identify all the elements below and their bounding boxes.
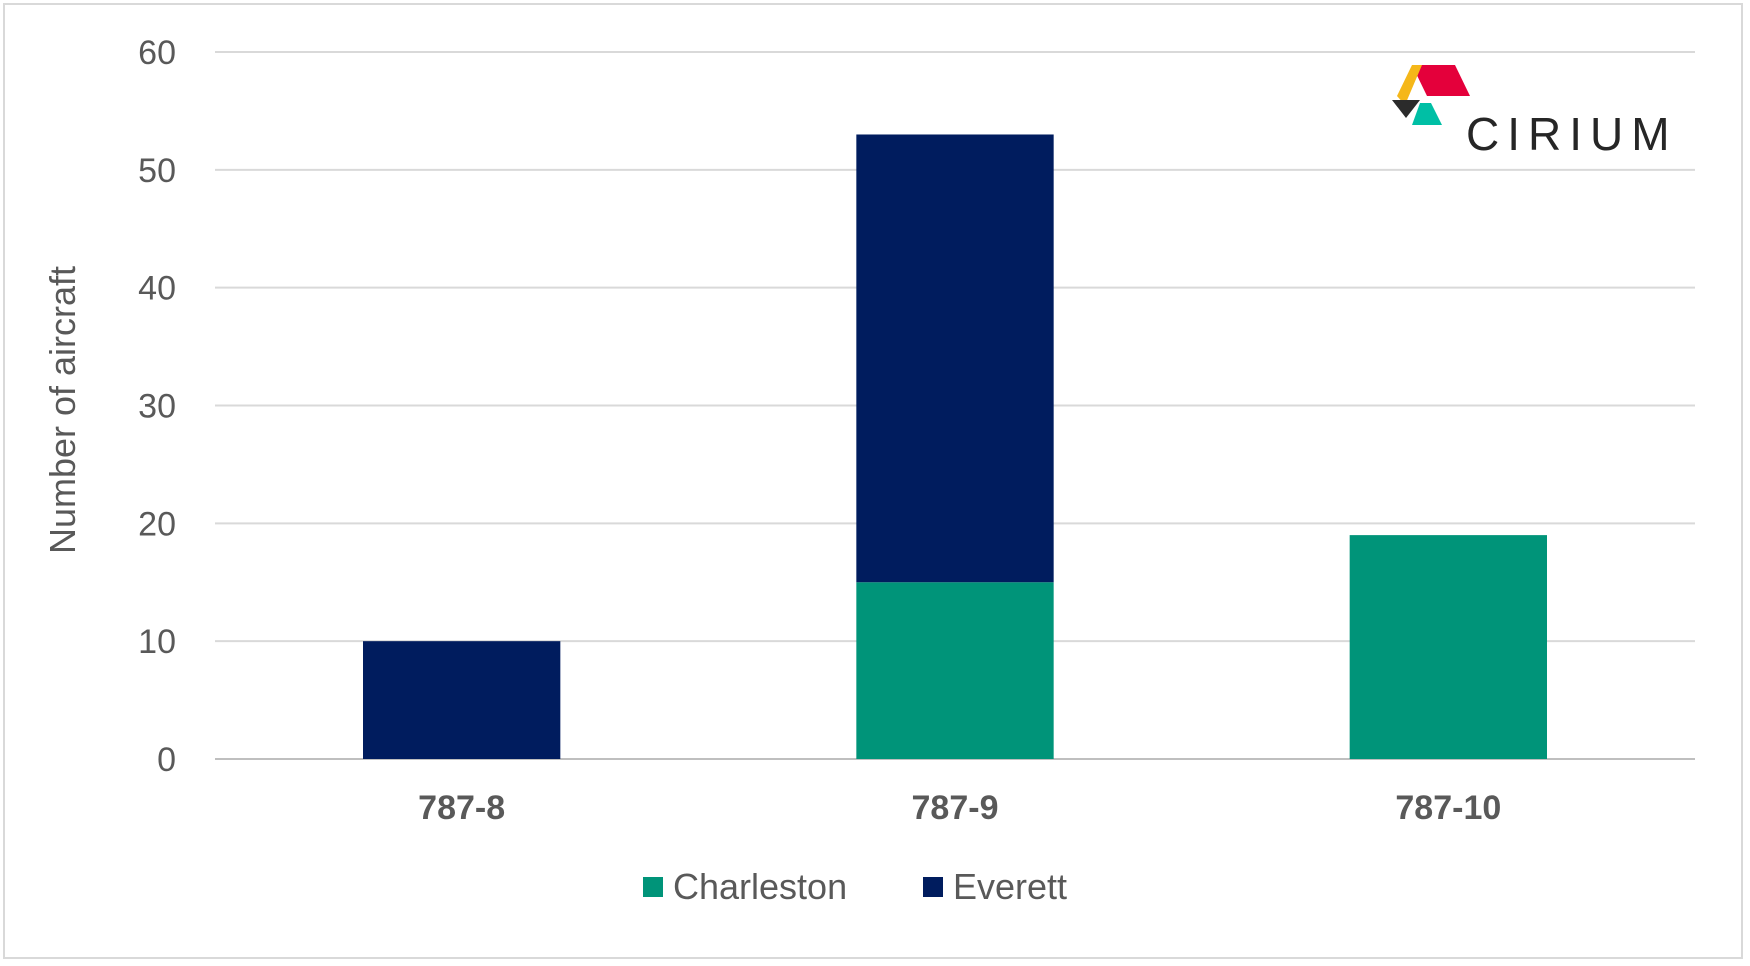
legend-swatch-charleston [643, 877, 663, 897]
bar-everett-787-8 [363, 641, 561, 759]
y-tick-label-60: 60 [138, 34, 176, 72]
logo-wordmark: CIRIUM [1466, 108, 1678, 160]
x-tick-label-787-8: 787-8 [418, 789, 505, 827]
y-tick-label-0: 0 [157, 741, 176, 779]
legend-label-charleston: Charleston [673, 866, 847, 907]
logo-teal-band [1412, 103, 1442, 125]
legend: Charleston Everett [643, 866, 1067, 907]
bar-charleston-787-9 [856, 582, 1054, 759]
y-tick-label-50: 50 [138, 152, 176, 190]
y-axis-ticks: 0 10 20 30 40 50 60 [138, 34, 176, 779]
x-axis-labels: 787-8 787-9 787-10 [418, 789, 1501, 827]
bars [363, 134, 1547, 759]
y-tick-label-10: 10 [138, 623, 176, 661]
bar-everett-787-9 [856, 134, 1054, 583]
bar-charleston-787-10 [1349, 535, 1547, 759]
logo-yellow-band [1397, 65, 1422, 105]
y-axis-title: Number of aircraft [42, 266, 83, 554]
cirium-logo: CIRIUM [1392, 65, 1678, 160]
legend-label-everett: Everett [953, 866, 1067, 907]
logo-dark-band [1392, 100, 1420, 118]
y-tick-label-20: 20 [138, 505, 176, 543]
x-tick-label-787-9: 787-9 [912, 789, 999, 827]
y-tick-label-30: 30 [138, 388, 176, 426]
logo-red-band [1412, 65, 1470, 96]
legend-swatch-everett [923, 877, 943, 897]
y-tick-label-40: 40 [138, 270, 176, 308]
x-tick-label-787-10: 787-10 [1395, 789, 1501, 827]
